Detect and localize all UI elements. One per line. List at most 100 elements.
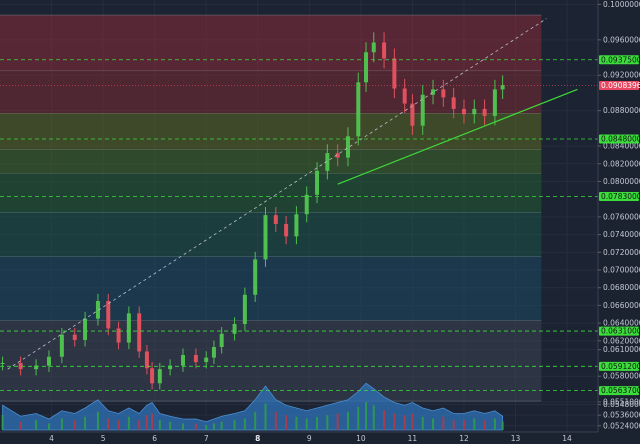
volume-bar: [117, 420, 120, 430]
candle-body: [137, 313, 142, 352]
fib-zone: [0, 173, 542, 213]
volume-bar: [19, 421, 22, 430]
candle-body: [232, 324, 237, 334]
volume-bar: [493, 418, 496, 430]
volume-bar: [452, 420, 455, 430]
level-badge-bg: [599, 326, 639, 336]
volume-bar: [194, 423, 197, 430]
candle-body: [284, 223, 289, 237]
y-tick-label: 0.07400000: [603, 230, 640, 239]
volume-bar: [254, 411, 257, 430]
y-tick-label: 0.05510000: [603, 397, 640, 406]
volume-bar: [285, 415, 288, 430]
candle-body: [18, 362, 23, 370]
x-tick-label: 10: [356, 434, 366, 443]
volume-bar: [1, 415, 4, 430]
support-trendline: [337, 88, 578, 185]
volume-bar: [305, 418, 308, 430]
x-tick-label: 4: [49, 434, 54, 443]
x-tick-label: 12: [459, 434, 469, 443]
volume-bar: [35, 420, 38, 430]
x-tick-label: 7: [204, 434, 209, 443]
candle-body: [382, 42, 387, 59]
candle-body: [461, 108, 466, 115]
volume-bar: [233, 420, 236, 430]
candle-body: [83, 318, 88, 340]
trendlines: [7, 18, 578, 370]
fib-zone: [0, 15, 542, 71]
y-tick-label: 0.08000000: [603, 177, 640, 186]
candle-body: [211, 347, 216, 358]
candle-body: [144, 351, 149, 369]
volume-bar: [138, 420, 141, 430]
candle-body: [451, 97, 456, 109]
candle-body: [0, 362, 5, 365]
volume-bar: [411, 413, 414, 430]
candle-body: [371, 42, 376, 53]
candle-body: [263, 215, 268, 260]
x-tick-label: 14: [562, 434, 572, 443]
candle-body: [193, 354, 198, 363]
level-badge-bg: [599, 386, 639, 396]
candle-body: [95, 300, 100, 319]
candle-body: [34, 365, 39, 370]
candle-body: [59, 334, 64, 357]
candle-body: [168, 365, 173, 370]
dashed-trendline: [7, 18, 547, 370]
candles: [0, 32, 505, 390]
candle-body: [304, 194, 309, 215]
volume-bar: [212, 423, 215, 430]
candle-body: [500, 84, 505, 90]
candle-body: [126, 313, 131, 343]
y-tick-label: 0.08400000: [603, 142, 640, 151]
volume-bar: [346, 411, 349, 430]
fib-zone: [0, 70, 542, 114]
volume-bar: [473, 418, 476, 430]
x-tick-label: 6: [152, 434, 157, 443]
current-price-badge-bg: [599, 81, 639, 91]
candle-body: [294, 214, 299, 237]
y-tick-label: 0.08800000: [603, 106, 640, 115]
volume-bar: [220, 421, 223, 430]
volume-bar: [383, 410, 386, 430]
y-axis-ticks: 0.052400000.05360000 0.054800000.05510000…: [598, 0, 640, 430]
candle-body: [441, 89, 446, 98]
volume-bar: [403, 415, 406, 430]
y-tick-label: 0.06600000: [603, 301, 640, 310]
volume-bar: [158, 420, 161, 430]
candle-body: [242, 294, 247, 324]
volume-bar: [483, 420, 486, 430]
volume-bar: [107, 418, 110, 430]
candle-body: [106, 300, 111, 329]
candle-body: [431, 89, 436, 95]
volume-bar: [393, 413, 396, 430]
fib-zone: [0, 320, 542, 402]
volume-bar: [501, 421, 504, 430]
fib-zone: [0, 256, 542, 321]
volume-bar: [336, 413, 339, 430]
level-lines: [0, 59, 598, 392]
volume-bar: [264, 403, 267, 430]
y-tick-label: 0.06400000: [603, 319, 640, 328]
volume-bar: [60, 418, 63, 430]
level-badge-bg: [599, 361, 639, 371]
fib-zone: [0, 149, 542, 174]
x-tick-label: 9: [307, 434, 312, 443]
candle-body: [402, 88, 407, 104]
candle-body: [253, 259, 258, 295]
candle-body: [345, 136, 350, 158]
volume-fill: [2, 382, 504, 431]
x-tick-label: 5: [101, 434, 106, 443]
volume-bar: [432, 418, 435, 430]
candle-body: [72, 334, 77, 340]
fib-zones: [0, 14, 542, 402]
y-tick-label: 0.07000000: [603, 266, 640, 275]
candle-body: [273, 215, 278, 224]
volume-bar: [96, 411, 99, 430]
candle-body: [325, 153, 330, 171]
volume-bar: [84, 416, 87, 430]
candle-body: [492, 89, 497, 116]
